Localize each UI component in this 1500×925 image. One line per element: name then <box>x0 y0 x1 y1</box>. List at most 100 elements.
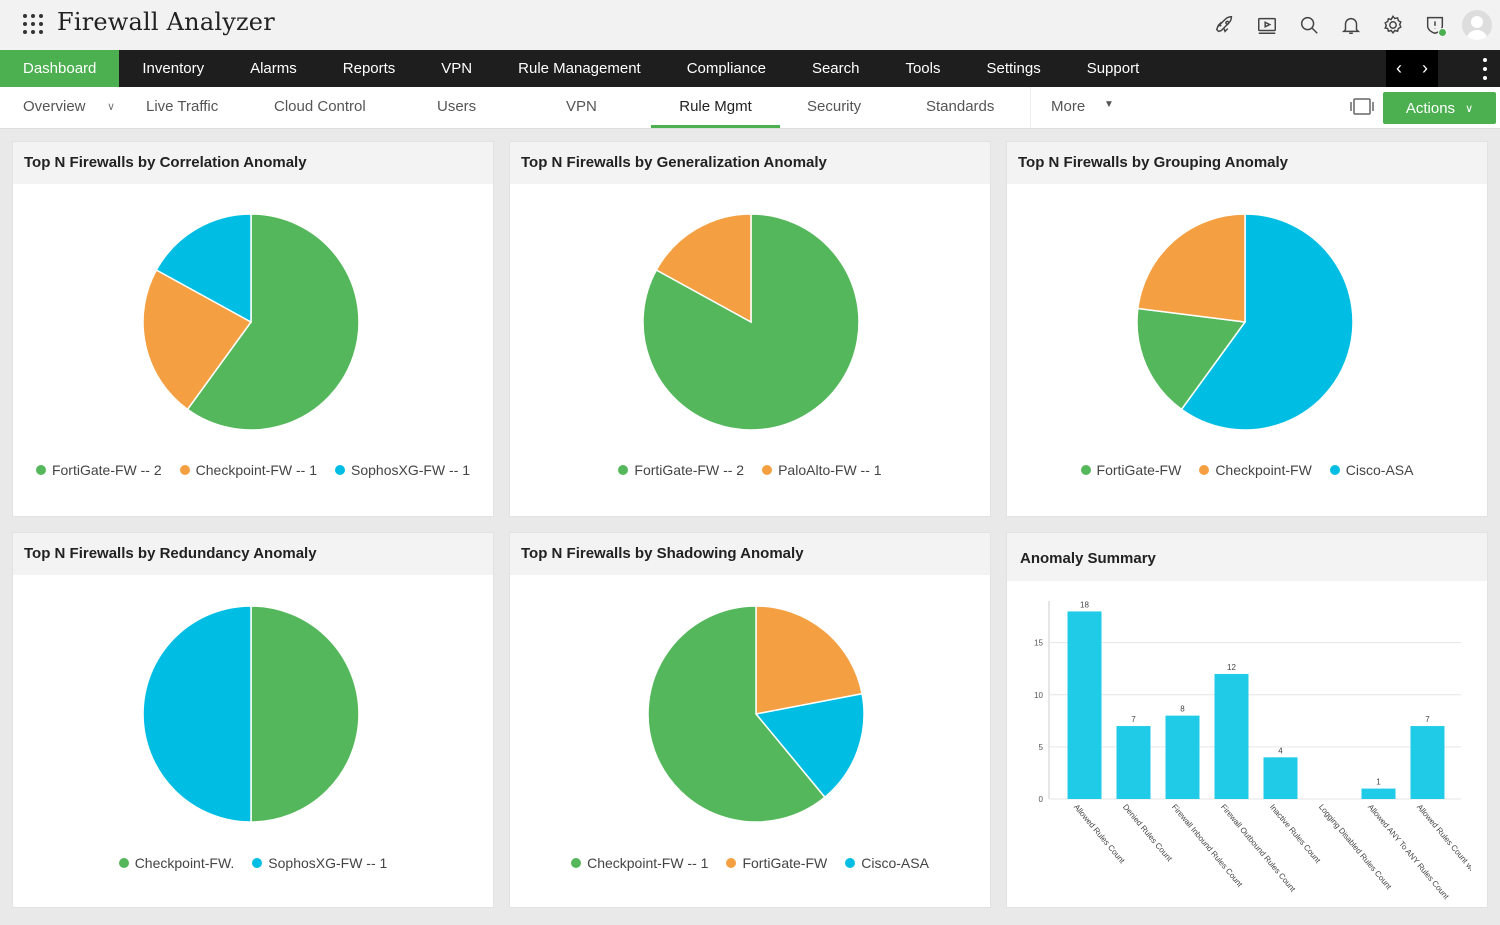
data-label: 7 <box>1425 715 1430 724</box>
y-tick-label: 15 <box>1034 639 1043 648</box>
widget-title: Top N Firewalls by Grouping Anomaly <box>1007 142 1487 184</box>
tab-overview[interactable]: Overview <box>23 98 86 115</box>
app-grid-icon[interactable] <box>21 12 45 36</box>
legend-item[interactable]: PaloAlto-FW -- 1 <box>762 462 882 478</box>
video-icon[interactable] <box>1246 0 1288 50</box>
legend-label: FortiGate-FW -- 2 <box>634 462 745 478</box>
x-tick-label: Inactive Rules Count <box>1268 803 1323 866</box>
caret-down-icon[interactable]: ▼ <box>1104 99 1114 110</box>
pie-chart <box>142 213 360 431</box>
pie-slice[interactable] <box>1180 213 1354 431</box>
legend-dot <box>1329 465 1340 475</box>
tab-rule-mgmt[interactable]: Rule Mgmt <box>651 87 780 128</box>
pie-slice[interactable] <box>155 213 252 324</box>
search-icon[interactable] <box>1288 0 1330 50</box>
nav-vpn[interactable]: VPN <box>441 60 473 77</box>
tab-cloud-control[interactable]: Cloud Control <box>274 98 366 115</box>
bar[interactable] <box>1165 715 1200 799</box>
rocket-icon[interactable] <box>1204 0 1246 50</box>
more-options-icon[interactable] <box>1478 58 1492 80</box>
tab-users[interactable]: Users <box>437 98 477 115</box>
nav-scroll-arrows: ‹ › <box>1386 50 1438 87</box>
bell-icon[interactable] <box>1330 0 1372 50</box>
legend-item[interactable]: Checkpoint-FW -- 1 <box>571 855 708 871</box>
bar[interactable] <box>1214 673 1249 799</box>
chevron-down-icon: ∨ <box>1465 102 1474 115</box>
screen-icon[interactable] <box>1350 97 1374 117</box>
tab-security[interactable]: Security <box>807 98 862 115</box>
widget-generalization-anomaly: Top N Firewalls by Generalization Anomal… <box>509 141 991 517</box>
actions-button[interactable]: Actions ∨ <box>1383 92 1496 124</box>
legend-item[interactable]: Checkpoint-FW -- 1 <box>179 462 317 478</box>
nav-inventory[interactable]: Inventory <box>142 60 205 77</box>
legend-item[interactable]: Cisco-ASA <box>1329 462 1413 478</box>
legend-label: Cisco-ASA <box>861 855 929 871</box>
nav-rule-management[interactable]: Rule Management <box>518 60 641 77</box>
gear-icon[interactable] <box>1372 0 1414 50</box>
legend-dot <box>726 858 737 868</box>
nav-compliance[interactable]: Compliance <box>686 60 766 77</box>
data-label: 8 <box>1180 705 1185 714</box>
chevron-down-icon[interactable]: ∨ <box>107 101 116 113</box>
bar[interactable] <box>1361 788 1396 799</box>
legend-label: Checkpoint-FW -- 1 <box>195 462 317 478</box>
chart-legend: FortiGate-FW -- 2 Checkpoint-FW -- 1 Sop… <box>13 462 493 478</box>
pie-slice[interactable] <box>1136 307 1247 411</box>
chevron-right-icon[interactable]: › <box>1422 58 1428 78</box>
nav-tools[interactable]: Tools <box>905 60 941 77</box>
legend-label: SophosXG-FW -- 1 <box>351 462 471 478</box>
pie-slice[interactable] <box>754 692 865 799</box>
pie-slice[interactable] <box>250 605 360 823</box>
bar[interactable] <box>1263 757 1298 799</box>
nav-alarms[interactable]: Alarms <box>250 60 297 77</box>
legend-label: Checkpoint-FW -- 1 <box>587 855 709 871</box>
legend-dot <box>618 465 629 475</box>
legend-dot <box>335 465 345 475</box>
bar[interactable] <box>1116 726 1151 799</box>
legend-dot <box>252 858 263 868</box>
header-icons <box>1204 0 1500 50</box>
nav-dashboard[interactable]: Dashboard <box>0 50 120 87</box>
widget-shadowing-anomaly: Top N Firewalls by Shadowing Anomaly Che… <box>509 532 991 908</box>
chart-legend: FortiGate-FW Checkpoint-FW Cisco-ASA <box>1007 462 1487 478</box>
legend-item[interactable]: SophosXG-FW -- 1 <box>252 855 387 871</box>
divider <box>1030 87 1031 128</box>
x-tick-label: Allowed Rules Count <box>1072 803 1127 866</box>
bar[interactable] <box>1067 611 1102 799</box>
pie-slice[interactable] <box>655 213 752 324</box>
legend-dot <box>571 858 582 868</box>
legend-dot <box>762 465 773 475</box>
legend-item[interactable]: FortiGate-FW -- 2 <box>618 462 744 478</box>
pie-slice[interactable] <box>1137 213 1246 323</box>
tab-more[interactable]: More <box>1051 98 1086 115</box>
pie-slice[interactable] <box>647 605 826 823</box>
nav-search[interactable]: Search <box>811 60 860 77</box>
legend-item[interactable]: FortiGate-FW -- 2 <box>35 462 162 478</box>
nav-settings[interactable]: Settings <box>986 60 1041 77</box>
chevron-left-icon[interactable]: ‹ <box>1396 58 1402 78</box>
legend-item[interactable]: Checkpoint-FW. <box>118 855 234 871</box>
legend-dot <box>1080 465 1091 475</box>
legend-item[interactable]: SophosXG-FW -- 1 <box>335 462 470 478</box>
tab-live-traffic[interactable]: Live Traffic <box>146 98 219 115</box>
user-avatar-icon[interactable] <box>1462 10 1492 40</box>
tab-standards[interactable]: Standards <box>926 98 995 115</box>
shield-alert-icon[interactable] <box>1414 0 1456 50</box>
pie-slice[interactable] <box>755 605 863 715</box>
legend-dot <box>35 465 46 475</box>
legend-item[interactable]: FortiGate-FW <box>726 855 827 871</box>
nav-support[interactable]: Support <box>1086 60 1140 77</box>
bar[interactable] <box>1410 726 1445 799</box>
legend-label: PaloAlto-FW -- 1 <box>778 462 882 478</box>
pie-slice[interactable] <box>186 213 360 431</box>
widget-title: Top N Firewalls by Correlation Anomaly <box>13 142 493 184</box>
legend-item[interactable]: FortiGate-FW <box>1080 462 1181 478</box>
legend-item[interactable]: Checkpoint-FW <box>1199 462 1312 478</box>
main-nav: Dashboard Inventory Alarms Reports VPN R… <box>0 50 1500 87</box>
pie-slice[interactable] <box>142 268 253 411</box>
pie-slice[interactable] <box>142 605 252 823</box>
nav-reports[interactable]: Reports <box>342 60 396 77</box>
legend-item[interactable]: Cisco-ASA <box>845 855 929 871</box>
x-tick-label: Denied Rules Count <box>1121 803 1174 864</box>
tab-vpn[interactable]: VPN <box>566 98 597 115</box>
